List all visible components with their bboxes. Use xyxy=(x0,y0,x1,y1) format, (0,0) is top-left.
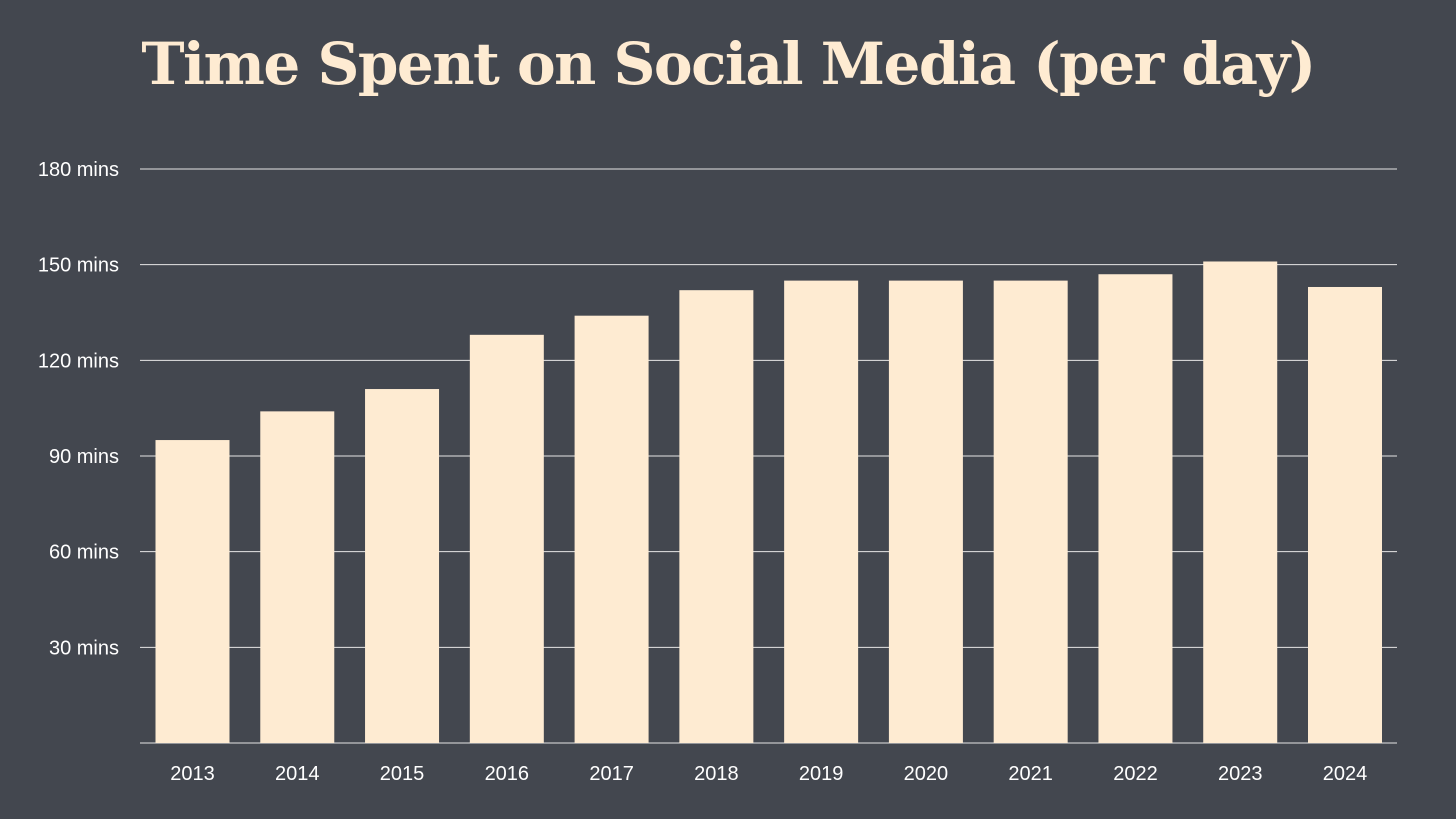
bar-2013 xyxy=(155,440,230,743)
y-tick-label: 90 mins xyxy=(49,446,119,468)
x-tick-label: 2022 xyxy=(1113,763,1158,785)
x-tick-label: 2013 xyxy=(170,763,215,785)
x-tick-label: 2024 xyxy=(1323,763,1368,785)
x-tick-label: 2023 xyxy=(1218,763,1263,785)
y-tick-label: 30 mins xyxy=(49,637,119,659)
x-tick-label: 2017 xyxy=(589,763,634,785)
x-tick-label: 2015 xyxy=(380,763,425,785)
bar-2021 xyxy=(993,280,1068,743)
x-tick-label: 2019 xyxy=(799,763,844,785)
bar-2018 xyxy=(679,290,754,743)
x-tick-label: 2018 xyxy=(694,763,739,785)
bar-2014 xyxy=(260,411,335,743)
bar-2023 xyxy=(1203,261,1278,743)
bar-2015 xyxy=(365,389,440,743)
x-tick-label: 2021 xyxy=(1008,763,1053,785)
bar-2017 xyxy=(574,315,649,743)
bar-2024 xyxy=(1308,286,1382,743)
bar-2019 xyxy=(784,280,859,743)
bar-2020 xyxy=(888,280,963,743)
x-tick-label: 2014 xyxy=(275,763,320,785)
x-tick-label: 2020 xyxy=(904,763,949,785)
y-tick-label: 60 mins xyxy=(49,542,119,564)
chart-title: Time Spent on Social Media (per day) xyxy=(141,30,1316,98)
y-tick-label: 150 mins xyxy=(38,255,119,277)
y-tick-label: 120 mins xyxy=(38,350,119,372)
bar-2016 xyxy=(469,334,544,743)
y-tick-label: 180 mins xyxy=(38,159,119,181)
x-tick-label: 2016 xyxy=(485,763,530,785)
bar-2022 xyxy=(1098,274,1173,743)
